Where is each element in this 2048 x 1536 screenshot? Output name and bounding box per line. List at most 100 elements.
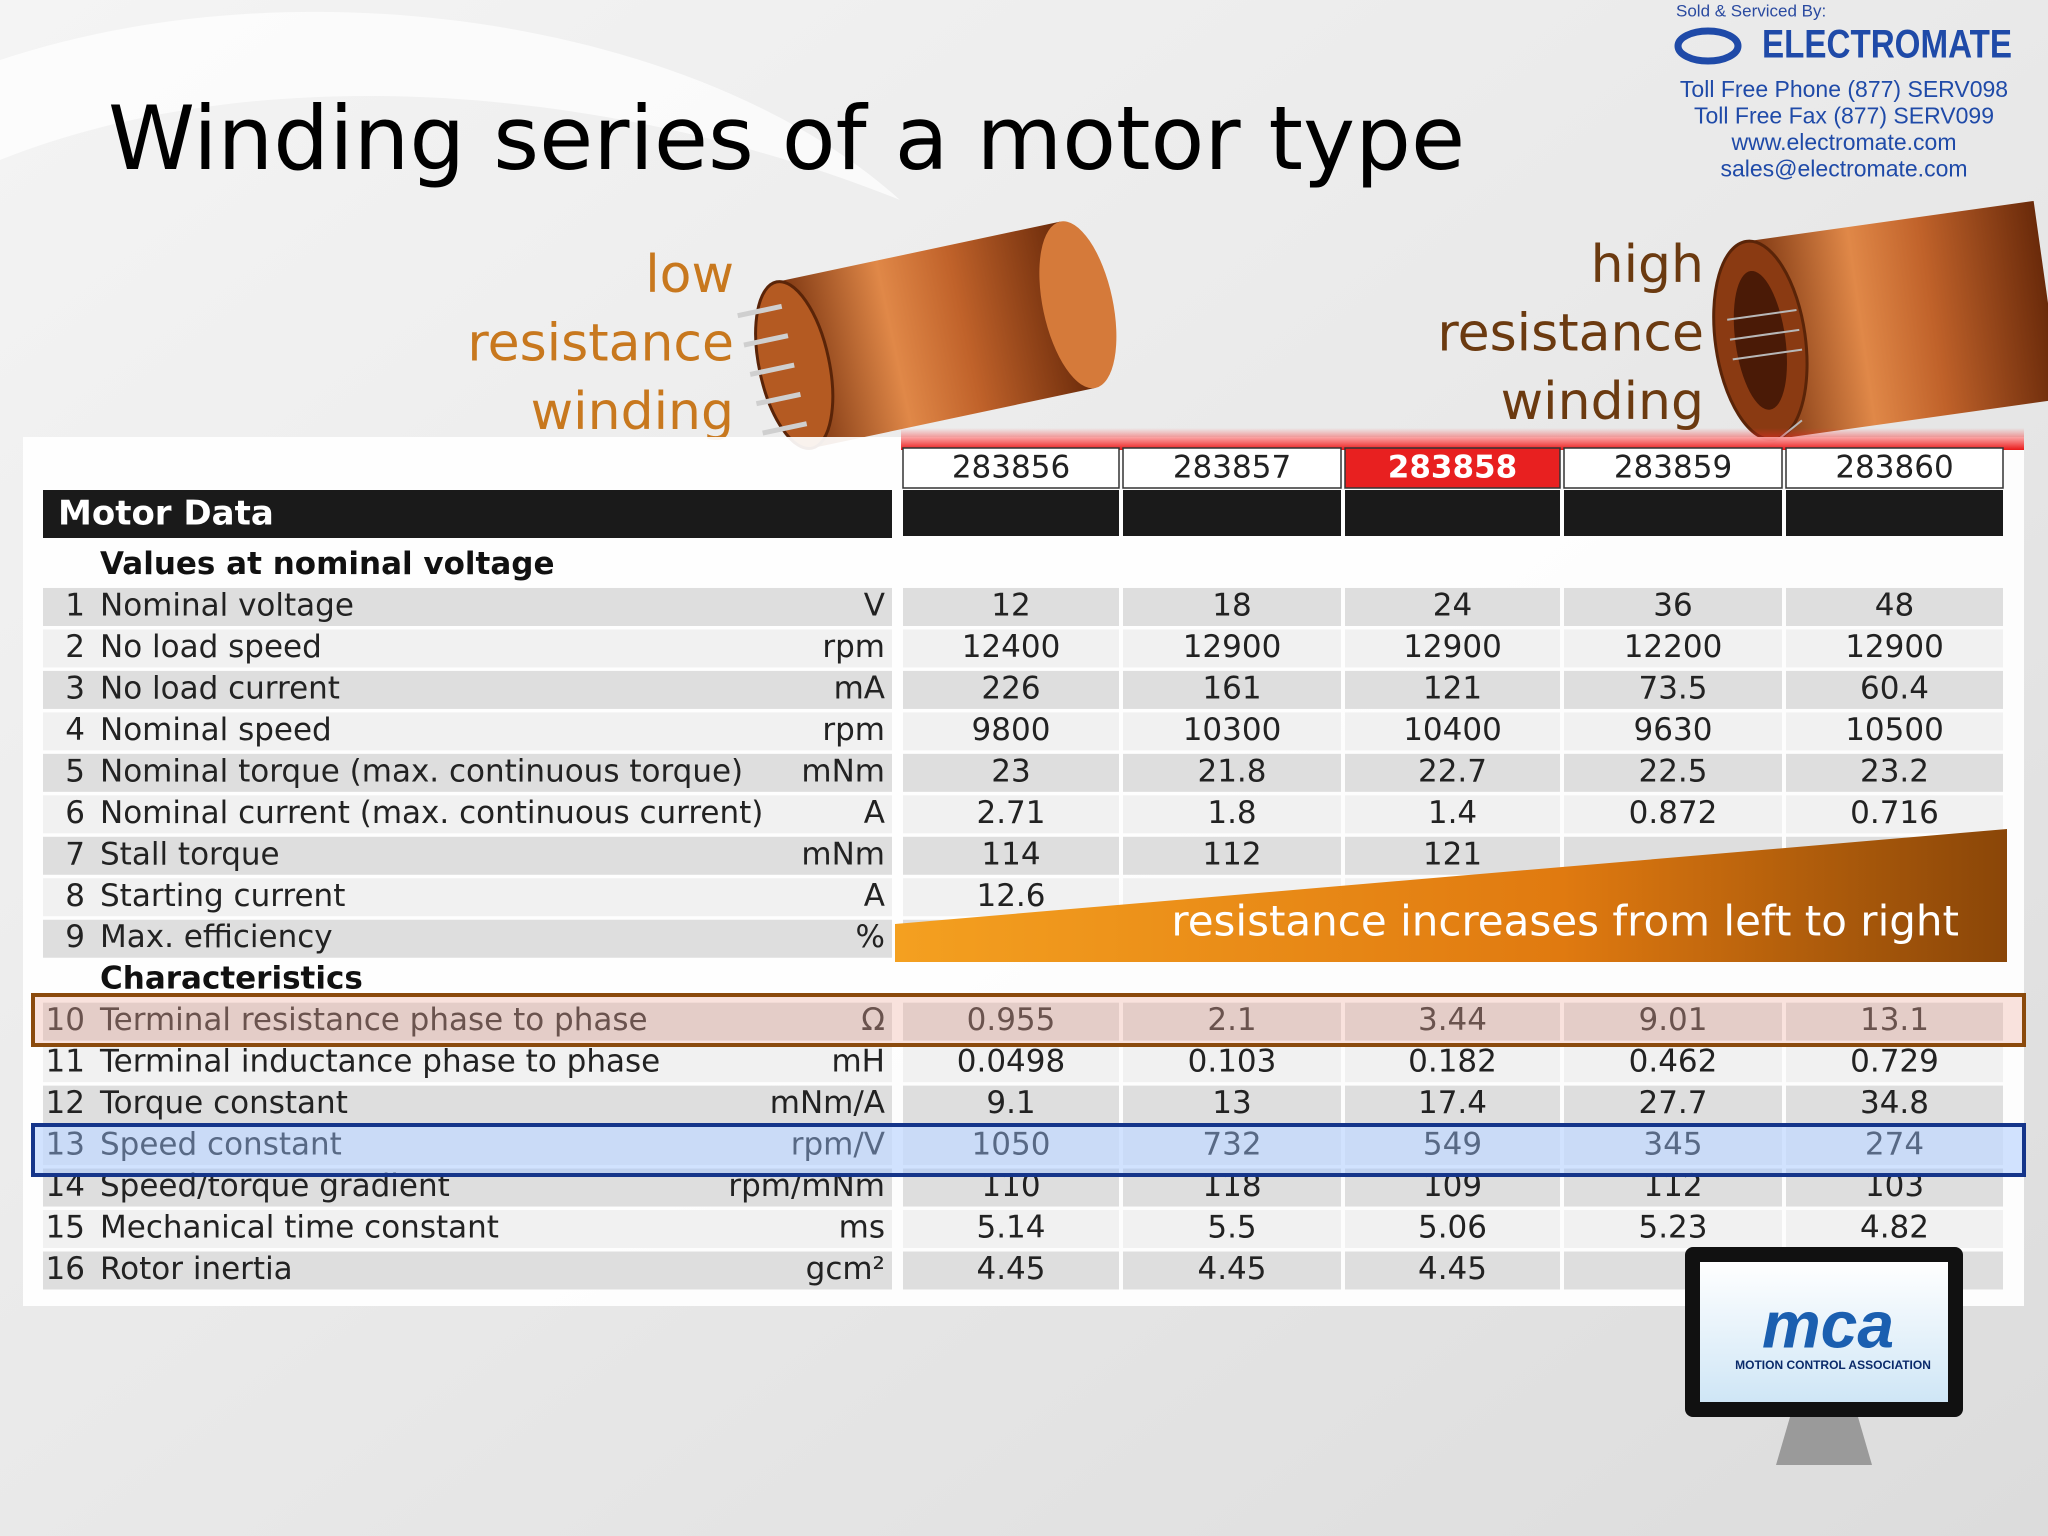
cell-background xyxy=(903,1085,1119,1124)
sponsor: Sold & Serviced By: ELECTROMATE Toll Fre… xyxy=(1674,1,2012,182)
cell-value: 274 xyxy=(1865,1127,1924,1163)
cell-background xyxy=(1564,587,1782,626)
cell-value: 121 xyxy=(1423,836,1482,872)
cell-background xyxy=(1786,1085,2003,1124)
sponsor-contact: Toll Free Phone (877) SERV098 xyxy=(1680,76,2008,102)
column-header: 283859 xyxy=(1614,450,1732,486)
sponsor-brand: ELECTROMATE xyxy=(1762,23,2012,67)
row-label: Nominal voltage xyxy=(100,587,354,623)
row-unit: rpm xyxy=(822,712,885,748)
cell-value: 0.729 xyxy=(1850,1044,1939,1080)
row-background xyxy=(43,1210,892,1249)
cell-background xyxy=(1123,753,1341,792)
row-label: Rotor inertia xyxy=(100,1251,293,1287)
column-header: 283856 xyxy=(952,450,1070,486)
row-unit: mA xyxy=(834,670,885,706)
cell-value: 226 xyxy=(981,670,1040,706)
column-header-cell xyxy=(1344,447,1561,489)
cell-background xyxy=(903,836,1119,875)
row-unit: A xyxy=(864,878,885,914)
cell-value: 112 xyxy=(1202,836,1261,872)
cell-background xyxy=(1786,587,2003,626)
cell-background xyxy=(903,1002,1119,1041)
cell-background xyxy=(1345,670,1560,709)
cell-background xyxy=(903,629,1119,668)
header-band xyxy=(901,428,2024,450)
row-number: 9 xyxy=(65,919,85,955)
row-number: 15 xyxy=(46,1210,85,1246)
cell-value: 73.5 xyxy=(1638,670,1707,706)
column-header-bar xyxy=(1123,490,1341,536)
cell-value: 12900 xyxy=(1845,629,1944,665)
cell-value: 1.8 xyxy=(1207,795,1256,831)
sponsor-contact: sales@electromate.com xyxy=(1720,156,1967,182)
cell-value: 121 xyxy=(1423,670,1482,706)
sponsor-contact: www.electromate.com xyxy=(1731,129,1957,155)
cell-value: 34.8 xyxy=(1860,1085,1929,1121)
cell-value: 21.8 xyxy=(1197,753,1266,789)
row-background xyxy=(43,1251,892,1290)
row-unit: V xyxy=(864,587,885,623)
cell-background xyxy=(1345,1251,1560,1290)
cell-value: 12900 xyxy=(1403,629,1502,665)
cell-background xyxy=(903,1127,1119,1166)
column-header-bar xyxy=(903,490,1119,536)
cell-value: 23.2 xyxy=(1860,753,1929,789)
row-label: Nominal current (max. continuous current… xyxy=(100,795,763,831)
cell-background xyxy=(1786,795,2003,834)
row-background xyxy=(43,1002,892,1041)
cell-value: 12200 xyxy=(1624,629,1723,665)
cell-background xyxy=(1345,587,1560,626)
cell-value: 732 xyxy=(1202,1127,1261,1163)
sponsor-label: Sold & Serviced By: xyxy=(1676,1,1826,20)
slide-title: Winding series of a motor type xyxy=(108,87,1465,190)
column-header-cell xyxy=(1122,447,1342,489)
row-number: 5 xyxy=(65,753,85,789)
cell-value: 4.45 xyxy=(1418,1251,1487,1287)
row-background xyxy=(43,878,892,917)
cell-value: 0.955 xyxy=(967,1002,1056,1038)
row-unit: ms xyxy=(839,1210,885,1246)
cell-value: 5.5 xyxy=(1207,1210,1256,1246)
cell-value: 10400 xyxy=(1403,712,1502,748)
row-label: Terminal resistance phase to phase xyxy=(99,1002,648,1038)
cell-background xyxy=(1564,629,1782,668)
row-label: No load current xyxy=(100,670,340,706)
cell-background xyxy=(1123,670,1341,709)
cell-value: 3.44 xyxy=(1418,1002,1487,1038)
row-number: 12 xyxy=(46,1085,85,1121)
sponsor-contact: Toll Free Fax (877) SERV099 xyxy=(1694,103,1994,129)
cell-background xyxy=(1786,753,2003,792)
cell-background xyxy=(903,712,1119,751)
column-header-bar xyxy=(1345,490,1560,536)
row-number: 11 xyxy=(46,1044,85,1080)
cell-value: 2.71 xyxy=(976,795,1045,831)
cell-value: 0.182 xyxy=(1408,1044,1497,1080)
cell-value: 161 xyxy=(1202,670,1261,706)
row-background xyxy=(43,587,892,626)
cell-background xyxy=(1345,753,1560,792)
cell-background xyxy=(1123,1002,1341,1041)
cell-background xyxy=(1345,1210,1560,1249)
cell-value: 1.4 xyxy=(1428,795,1477,831)
cell-background xyxy=(1345,1002,1560,1041)
cell-value: 0.0498 xyxy=(957,1044,1065,1080)
cell-background xyxy=(1564,795,1782,834)
cell-background xyxy=(1786,1127,2003,1166)
cell-value: 4.45 xyxy=(976,1251,1045,1287)
column-header-bar xyxy=(1564,490,1782,536)
row-background xyxy=(43,1127,892,1166)
cell-value: 27.7 xyxy=(1638,1085,1707,1121)
cell-value: 22.7 xyxy=(1418,753,1487,789)
row-unit: rpm xyxy=(822,629,885,665)
high-winding-label: high xyxy=(1591,235,1704,295)
cell-value: 9800 xyxy=(972,712,1051,748)
cell-value: 23 xyxy=(991,753,1030,789)
cell-value: 10300 xyxy=(1183,712,1282,748)
row-number: 10 xyxy=(46,1002,85,1038)
row-label: Speed constant xyxy=(100,1127,342,1163)
row-label: Nominal torque (max. continuous torque) xyxy=(100,753,743,789)
cell-background xyxy=(1123,1127,1341,1166)
cell-value: 2.1 xyxy=(1207,1002,1256,1038)
section-title: Values at nominal voltage xyxy=(100,546,555,582)
